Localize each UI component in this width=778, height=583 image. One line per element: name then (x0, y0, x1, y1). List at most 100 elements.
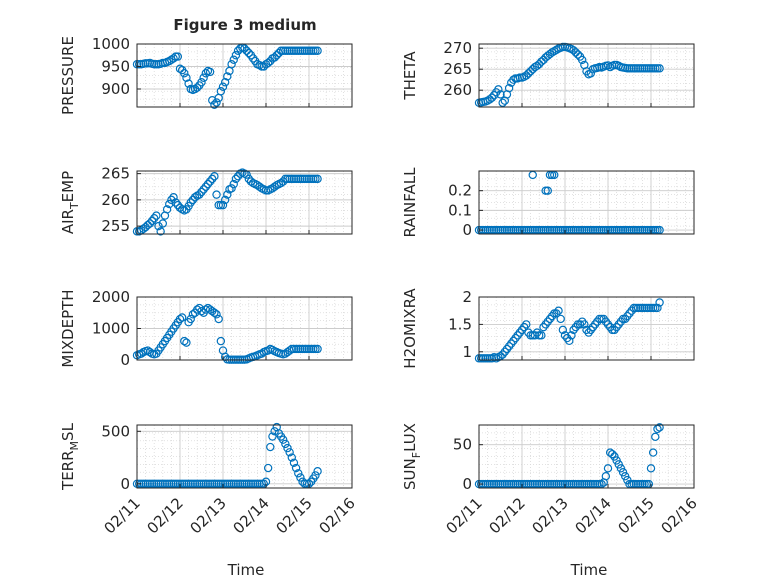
data-point (603, 464, 613, 473)
data-point (263, 463, 273, 473)
data-point (180, 69, 189, 78)
data-point (201, 182, 210, 191)
data-point (522, 71, 531, 80)
data-point (145, 219, 155, 228)
data-point (483, 96, 492, 105)
data-point (526, 67, 535, 76)
data-point (603, 320, 613, 329)
data-point (192, 83, 202, 92)
data-point (218, 82, 228, 91)
y-tick-label: 270 (443, 39, 472, 57)
data-point (601, 317, 611, 326)
data-point (500, 347, 509, 356)
y-tick-label: 1000 (92, 35, 130, 53)
data-point (186, 314, 195, 324)
data-point (571, 48, 580, 57)
subplot-2: 260 265 270 THETA (401, 39, 695, 108)
data-point (612, 322, 621, 332)
data-point (494, 85, 503, 94)
data-point (169, 54, 178, 63)
data-point (263, 58, 273, 68)
data-point (498, 98, 507, 108)
data-point (199, 185, 208, 194)
y-axis-label: H2OMIXRA (401, 288, 419, 369)
data-point (137, 349, 146, 358)
data-point (158, 219, 167, 228)
data-point (655, 298, 664, 307)
data-point (504, 342, 514, 351)
data-point (537, 57, 546, 66)
data-point (188, 310, 198, 319)
y-axis-label-rest: EMP (59, 171, 77, 202)
data-point (586, 325, 596, 335)
axes-frame (136, 424, 353, 489)
data-point (535, 59, 544, 69)
data-point (270, 182, 279, 191)
data-point (203, 179, 213, 189)
y-axis-label-subscript: T (68, 202, 81, 210)
data-point (212, 98, 221, 107)
data-point (283, 443, 292, 453)
y-axis-label-subscript: M (68, 441, 81, 451)
data-point (530, 62, 540, 72)
data-point (195, 190, 204, 199)
y-axis-label: RAINFALL (401, 167, 419, 238)
y-axis-label-main: SUN (401, 458, 419, 490)
subplot-1: 900 950 1000 PRESSURE (59, 35, 353, 115)
data-point (537, 331, 546, 340)
data-point (205, 177, 215, 186)
data-point (255, 182, 264, 191)
data-point (287, 453, 296, 462)
data-point (487, 93, 497, 102)
data-point (603, 61, 613, 70)
y-tick-label: 255 (101, 217, 130, 235)
data-point (511, 333, 520, 343)
data-point (545, 314, 555, 324)
data-point (616, 317, 626, 326)
data-point (575, 320, 585, 329)
data-point (266, 442, 275, 452)
data-point (171, 198, 180, 207)
data-point (199, 73, 208, 82)
y-axis-label-subscript: F (410, 452, 423, 458)
data-point (507, 339, 516, 348)
data-point (558, 325, 568, 335)
data-point (162, 205, 172, 214)
data-point (567, 331, 576, 340)
data-point (272, 51, 281, 60)
y-tick-label: 50 (453, 436, 472, 454)
data-point (268, 345, 277, 355)
data-point (578, 55, 587, 65)
data-point (223, 190, 232, 199)
plot-area (137, 425, 352, 488)
axes-frame (478, 170, 695, 235)
data-point (270, 53, 279, 62)
data-point (543, 186, 553, 195)
y-tick-label: 0 (462, 221, 472, 239)
data-point (246, 177, 256, 186)
data-point (180, 336, 189, 346)
data-point (242, 46, 251, 55)
data-series (132, 168, 322, 236)
data-point (502, 344, 512, 354)
data-point (532, 61, 542, 71)
data-point (182, 73, 191, 82)
data-point (556, 314, 565, 324)
data-point (188, 195, 198, 205)
y-axis-label: MIXDEPTH (59, 289, 77, 367)
axes-frame (136, 43, 353, 108)
y-axis-label-main: TERR (59, 450, 77, 491)
y-tick-label: 900 (101, 80, 130, 98)
data-point (149, 214, 159, 223)
y-tick-label: 950 (101, 58, 130, 76)
y-tick-label: 1.5 (448, 315, 472, 333)
data-point (216, 87, 226, 96)
data-point (216, 336, 226, 346)
data-point (532, 328, 542, 337)
data-point (182, 338, 191, 347)
data-point (190, 193, 200, 202)
data-point (539, 55, 548, 65)
subplot-3: 255 260 265 AIRTEMP (59, 165, 353, 236)
